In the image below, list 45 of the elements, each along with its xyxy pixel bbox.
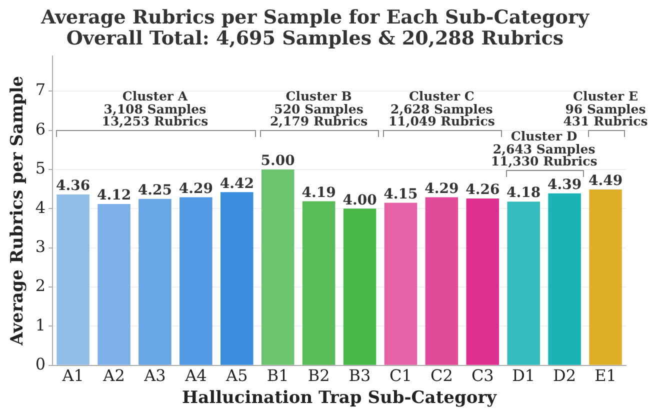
- x-tick-label: A4: [184, 366, 207, 386]
- y-tick-label: 5: [35, 158, 46, 178]
- x-tick-label: A1: [61, 366, 84, 386]
- data-label: 4.12: [96, 188, 132, 204]
- x-tick-label: D1: [512, 366, 536, 386]
- x-tick-label: B2: [308, 366, 330, 386]
- data-label: 5.00: [260, 153, 296, 170]
- annotation: Cluster E 96 Samples 431 Rubrics: [563, 88, 648, 129]
- y-tick-label: 4: [35, 198, 46, 217]
- annotation: Cluster D 2,643 Samples 11,330 Rubrics: [490, 128, 598, 169]
- data-label: 4.39: [548, 176, 582, 193]
- annotation: Cluster B 520 Samples 2,179 Rubrics: [270, 88, 368, 129]
- x-tick-label: B1: [266, 366, 289, 386]
- data-label: 4.18: [506, 185, 541, 202]
- data-label: 4.19: [302, 184, 336, 201]
- chart-title: Average Rubrics per Sample for Each Sub-Category: [40, 6, 590, 28]
- data-label: 4.26: [466, 182, 500, 198]
- x-tick-label: C3: [471, 366, 494, 386]
- x-tick-label: E1: [594, 366, 616, 386]
- data-label: 4.29: [178, 180, 213, 197]
- data-label: 4.36: [56, 178, 90, 194]
- chart-subtitle: Overall Total: 4,695 Samples & 20,288 Rubrics: [66, 27, 564, 50]
- x-tick-label: A3: [143, 366, 166, 386]
- x-tick-label: C1: [390, 366, 412, 386]
- y-tick-label: 7: [35, 80, 46, 100]
- y-tick-label: 6: [35, 119, 46, 138]
- y-tick-label: 0: [35, 354, 46, 374]
- data-label: 4.25: [138, 182, 172, 198]
- data-label: 4.49: [588, 173, 623, 190]
- y-axis-title: Average Rubrics per Sample: [8, 76, 28, 346]
- x-axis-title: Hallucination Trap Sub-Category: [182, 388, 498, 408]
- x-tick-label: D2: [553, 366, 576, 386]
- data-label: 4.15: [384, 186, 418, 202]
- annotation: Cluster A 3,108 Samples 13,253 Rubrics: [102, 88, 208, 129]
- y-tick-label: 1: [35, 315, 46, 334]
- x-tick-label: A2: [102, 366, 125, 386]
- data-label: 4.00: [342, 192, 378, 208]
- data-label: 4.29: [424, 180, 459, 197]
- data-label: 4.42: [220, 176, 254, 192]
- x-tick-label: B3: [348, 366, 371, 386]
- y-tick-label: 2: [35, 276, 46, 296]
- x-tick-label: C2: [430, 366, 453, 386]
- y-tick-label: 3: [35, 236, 46, 256]
- annotation: Cluster C 2,628 Samples 11,049 Rubrics: [388, 88, 495, 129]
- x-tick-label: A5: [225, 366, 248, 386]
